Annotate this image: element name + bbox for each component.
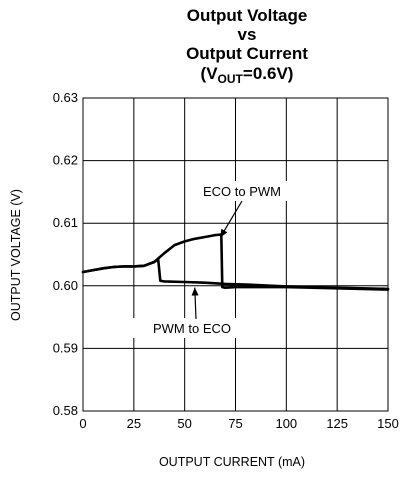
y-tick-label: 0.63 [53,90,78,105]
title-condition-open: (V [201,64,219,83]
x-tick-label: 125 [326,416,348,431]
title-line-3: Output Current [186,44,308,63]
annotation-pwm-to-eco-bg [132,318,252,338]
title-condition-close: =0.6V) [243,64,294,83]
arrow-eco-to-pwm-head [220,228,228,238]
grid [82,97,389,412]
annotation-pwm-to-eco: PWM to ECO [153,321,231,336]
title-line-1: Output Voltage [187,6,308,25]
arrow-pwm-to-eco-head [191,287,199,296]
x-tick-label: 75 [228,416,242,431]
y-tick-label: 0.60 [53,278,78,293]
title-condition: (VOUT=0.6V) [201,64,294,86]
x-tick-label: 150 [377,416,399,431]
y-axis-label: OUTPUT VOLTAGE (V) [9,189,23,321]
annotation-eco-to-pwm: ECO to PWM [203,184,281,199]
chart-title: Output Voltage vs Output Current (VOUT=0… [186,6,308,86]
annotation-eco-to-pwm-bg [186,181,298,201]
x-tick-label: 100 [275,416,297,431]
x-tick-label: 0 [79,416,86,431]
title-line-2: vs [238,25,257,44]
plot-frame [82,97,389,412]
y-tick-label: 0.61 [53,215,78,230]
x-tick-label: 25 [127,416,141,431]
series-lines [81,233,390,291]
annotation-arrows [191,200,243,320]
x-tick-labels: 0 25 50 75 100 125 150 [79,416,398,431]
annotations: ECO to PWM PWM to ECO [132,181,298,338]
y-tick-label: 0.62 [53,153,78,168]
title-condition-subscript: OUT [218,72,244,86]
y-tick-labels: 0.58 0.59 0.60 0.61 0.62 0.63 [53,90,78,418]
x-tick-label: 50 [177,416,191,431]
y-tick-label: 0.59 [53,340,78,355]
series-line-pwm-to-eco [81,258,390,291]
x-axis-label: OUTPUT CURRENT (mA) [159,455,305,469]
y-tick-label: 0.58 [53,403,78,418]
